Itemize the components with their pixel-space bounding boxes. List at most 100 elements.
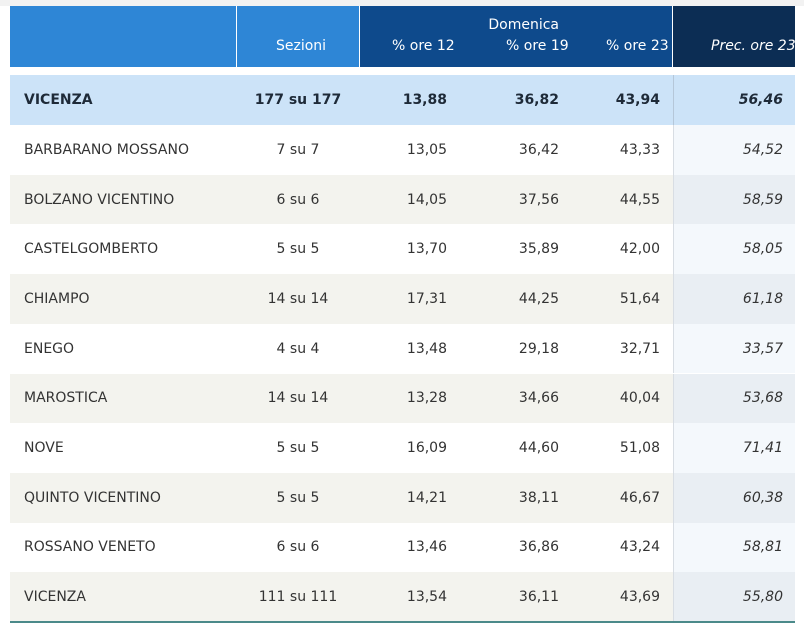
row-prec: 56,46 [738, 91, 783, 108]
row-prec: 53,68 [742, 390, 783, 407]
table-row: CHIAMPO 14 su 14 17,31 44,25 51,64 61,18 [10, 274, 795, 324]
row-ore23: 42,00 [619, 241, 660, 258]
row-ore12: 13,46 [406, 539, 447, 556]
row-ore19: 36,42 [518, 141, 559, 158]
table-row: BARBARANO MOSSANO 7 su 7 13,05 36,42 43,… [10, 125, 795, 175]
row-name: ENEGO [24, 340, 75, 357]
header-domenica: Domenica [488, 17, 559, 33]
row-sezioni: 7 su 7 [276, 141, 320, 158]
row-name: MAROSTICA [24, 390, 108, 407]
table-row: QUINTO VICENTINO 5 su 5 14,21 38,11 46,6… [10, 472, 795, 523]
table-row: NOVE 5 su 5 16,09 44,60 51,08 71,41 [10, 423, 795, 473]
table-row: ENEGO 4 su 4 13,48 29,18 32,71 33,57 [10, 323, 795, 374]
row-ore19: 34,66 [518, 390, 559, 407]
table-row-total: VICENZA 177 su 177 13,88 36,82 43,94 56,… [10, 75, 795, 125]
row-ore19: 38,11 [518, 489, 559, 506]
row-prec: 58,05 [742, 241, 783, 258]
row-ore12: 13,48 [406, 340, 447, 357]
row-ore19: 36,11 [518, 589, 559, 606]
row-sezioni: 6 su 6 [276, 539, 320, 556]
row-sezioni: 5 su 5 [276, 440, 320, 457]
row-ore23: 32,71 [619, 340, 660, 357]
row-ore12: 13,70 [406, 241, 447, 258]
prec-column-bg [673, 373, 795, 424]
header-prec: Prec. ore 23 [711, 38, 796, 54]
row-ore19: 44,60 [518, 440, 559, 457]
row-sezioni: 4 su 4 [276, 340, 320, 357]
header-domenica-group: Domenica % ore 12 % ore 19 % ore 23 [360, 6, 672, 67]
header-divider [10, 67, 795, 75]
row-ore23: 46,67 [619, 489, 660, 506]
row-ore12: 13,88 [402, 91, 447, 108]
row-prec: 61,18 [742, 290, 783, 307]
table-row: VICENZA 111 su 111 13,54 36,11 43,69 55,… [10, 572, 795, 622]
row-prec: 58,59 [742, 191, 783, 208]
row-prec: 58,81 [742, 539, 783, 556]
prec-column-bg [673, 174, 795, 225]
row-prec: 33,57 [742, 340, 783, 357]
prec-column-bg [673, 572, 795, 622]
row-name: VICENZA [24, 589, 86, 606]
row-ore19: 35,89 [518, 241, 559, 258]
row-name: ROSSANO VENETO [24, 539, 156, 556]
header-ore19: % ore 19 [506, 38, 569, 54]
row-sezioni: 5 su 5 [276, 241, 320, 258]
row-prec: 60,38 [742, 489, 783, 506]
row-sezioni: 14 su 14 [267, 290, 329, 307]
row-name: CASTELGOMBERTO [24, 241, 159, 258]
table-bottom-border [10, 621, 795, 623]
row-sezioni: 5 su 5 [276, 489, 320, 506]
table-row: CASTELGOMBERTO 5 su 5 13,70 35,89 42,00 … [10, 224, 795, 275]
row-prec: 54,52 [742, 141, 783, 158]
row-ore19: 37,56 [518, 191, 559, 208]
prec-column-bg [673, 522, 795, 573]
row-sezioni: 14 su 14 [267, 390, 329, 407]
row-name: BARBARANO MOSSANO [24, 141, 189, 158]
row-ore12: 13,05 [406, 141, 447, 158]
row-ore19: 36,82 [514, 91, 559, 108]
table-row: ROSSANO VENETO 6 su 6 13,46 36,86 43,24 … [10, 522, 795, 573]
row-ore23: 43,94 [615, 91, 660, 108]
header-prec-cell: Prec. ore 23 [673, 6, 796, 67]
row-name: VICENZA [24, 91, 93, 108]
top-strip [0, 0, 804, 6]
table-row: MAROSTICA 14 su 14 13,28 34,66 40,04 53,… [10, 373, 795, 424]
prec-column-bg [673, 323, 795, 374]
header-sezioni: Sezioni [276, 38, 327, 54]
row-prec: 55,80 [742, 589, 783, 606]
table-row: BOLZANO VICENTINO 6 su 6 14,05 37,56 44,… [10, 174, 795, 225]
header-ore12: % ore 12 [392, 38, 455, 54]
row-ore19: 29,18 [518, 340, 559, 357]
row-ore23: 43,24 [619, 539, 660, 556]
row-ore12: 16,09 [406, 440, 447, 457]
row-ore23: 51,64 [619, 290, 660, 307]
row-ore23: 44,55 [619, 191, 660, 208]
row-name: NOVE [24, 440, 64, 457]
row-ore12: 17,31 [406, 290, 447, 307]
row-ore23: 43,33 [619, 141, 660, 158]
header-ore23: % ore 23 [606, 38, 669, 54]
row-name: QUINTO VICENTINO [24, 489, 161, 506]
header-blank-cell [10, 6, 236, 67]
row-ore23: 40,04 [619, 390, 660, 407]
prec-column-bg [673, 423, 795, 473]
row-ore12: 13,28 [406, 390, 447, 407]
row-ore12: 14,21 [406, 489, 447, 506]
prec-column-bg [673, 472, 795, 523]
row-sezioni: 177 su 177 [254, 91, 342, 108]
row-sezioni: 6 su 6 [276, 191, 320, 208]
row-ore19: 36,86 [518, 539, 559, 556]
prec-column-bg [673, 274, 795, 324]
row-name: BOLZANO VICENTINO [24, 191, 175, 208]
row-ore23: 51,08 [619, 440, 660, 457]
header-sezioni-cell: Sezioni [237, 6, 359, 67]
row-ore23: 43,69 [619, 589, 660, 606]
row-ore12: 14,05 [406, 191, 447, 208]
prec-column-bg [673, 75, 795, 125]
row-name: CHIAMPO [24, 290, 90, 307]
row-ore19: 44,25 [518, 290, 559, 307]
row-sezioni: 111 su 111 [258, 589, 338, 606]
row-ore12: 13,54 [406, 589, 447, 606]
prec-column-bg [673, 224, 795, 275]
prec-column-bg [673, 125, 795, 175]
